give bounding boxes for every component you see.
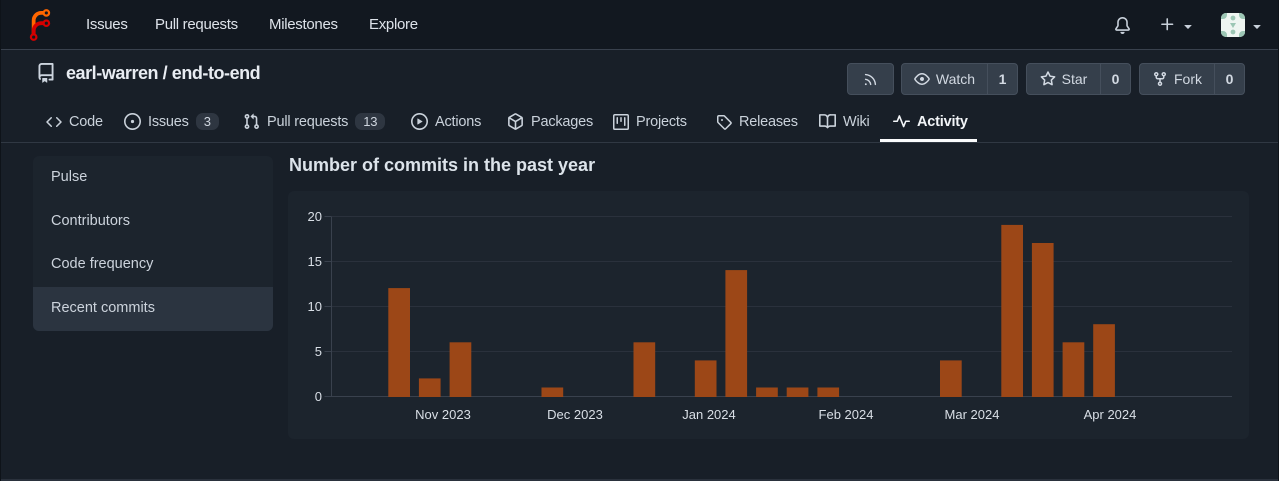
- svg-text:0: 0: [315, 389, 322, 404]
- svg-text:5: 5: [315, 344, 322, 359]
- svg-text:Apr 2024: Apr 2024: [1084, 407, 1137, 422]
- svg-text:Feb 2024: Feb 2024: [819, 407, 874, 422]
- svg-text:15: 15: [308, 254, 322, 269]
- svg-text:Dec 2023: Dec 2023: [547, 407, 603, 422]
- svg-text:10: 10: [308, 299, 322, 314]
- svg-text:20: 20: [308, 209, 322, 224]
- svg-text:Nov 2023: Nov 2023: [415, 407, 471, 422]
- svg-text:Mar 2024: Mar 2024: [945, 407, 1000, 422]
- svg-text:Jan 2024: Jan 2024: [682, 407, 736, 422]
